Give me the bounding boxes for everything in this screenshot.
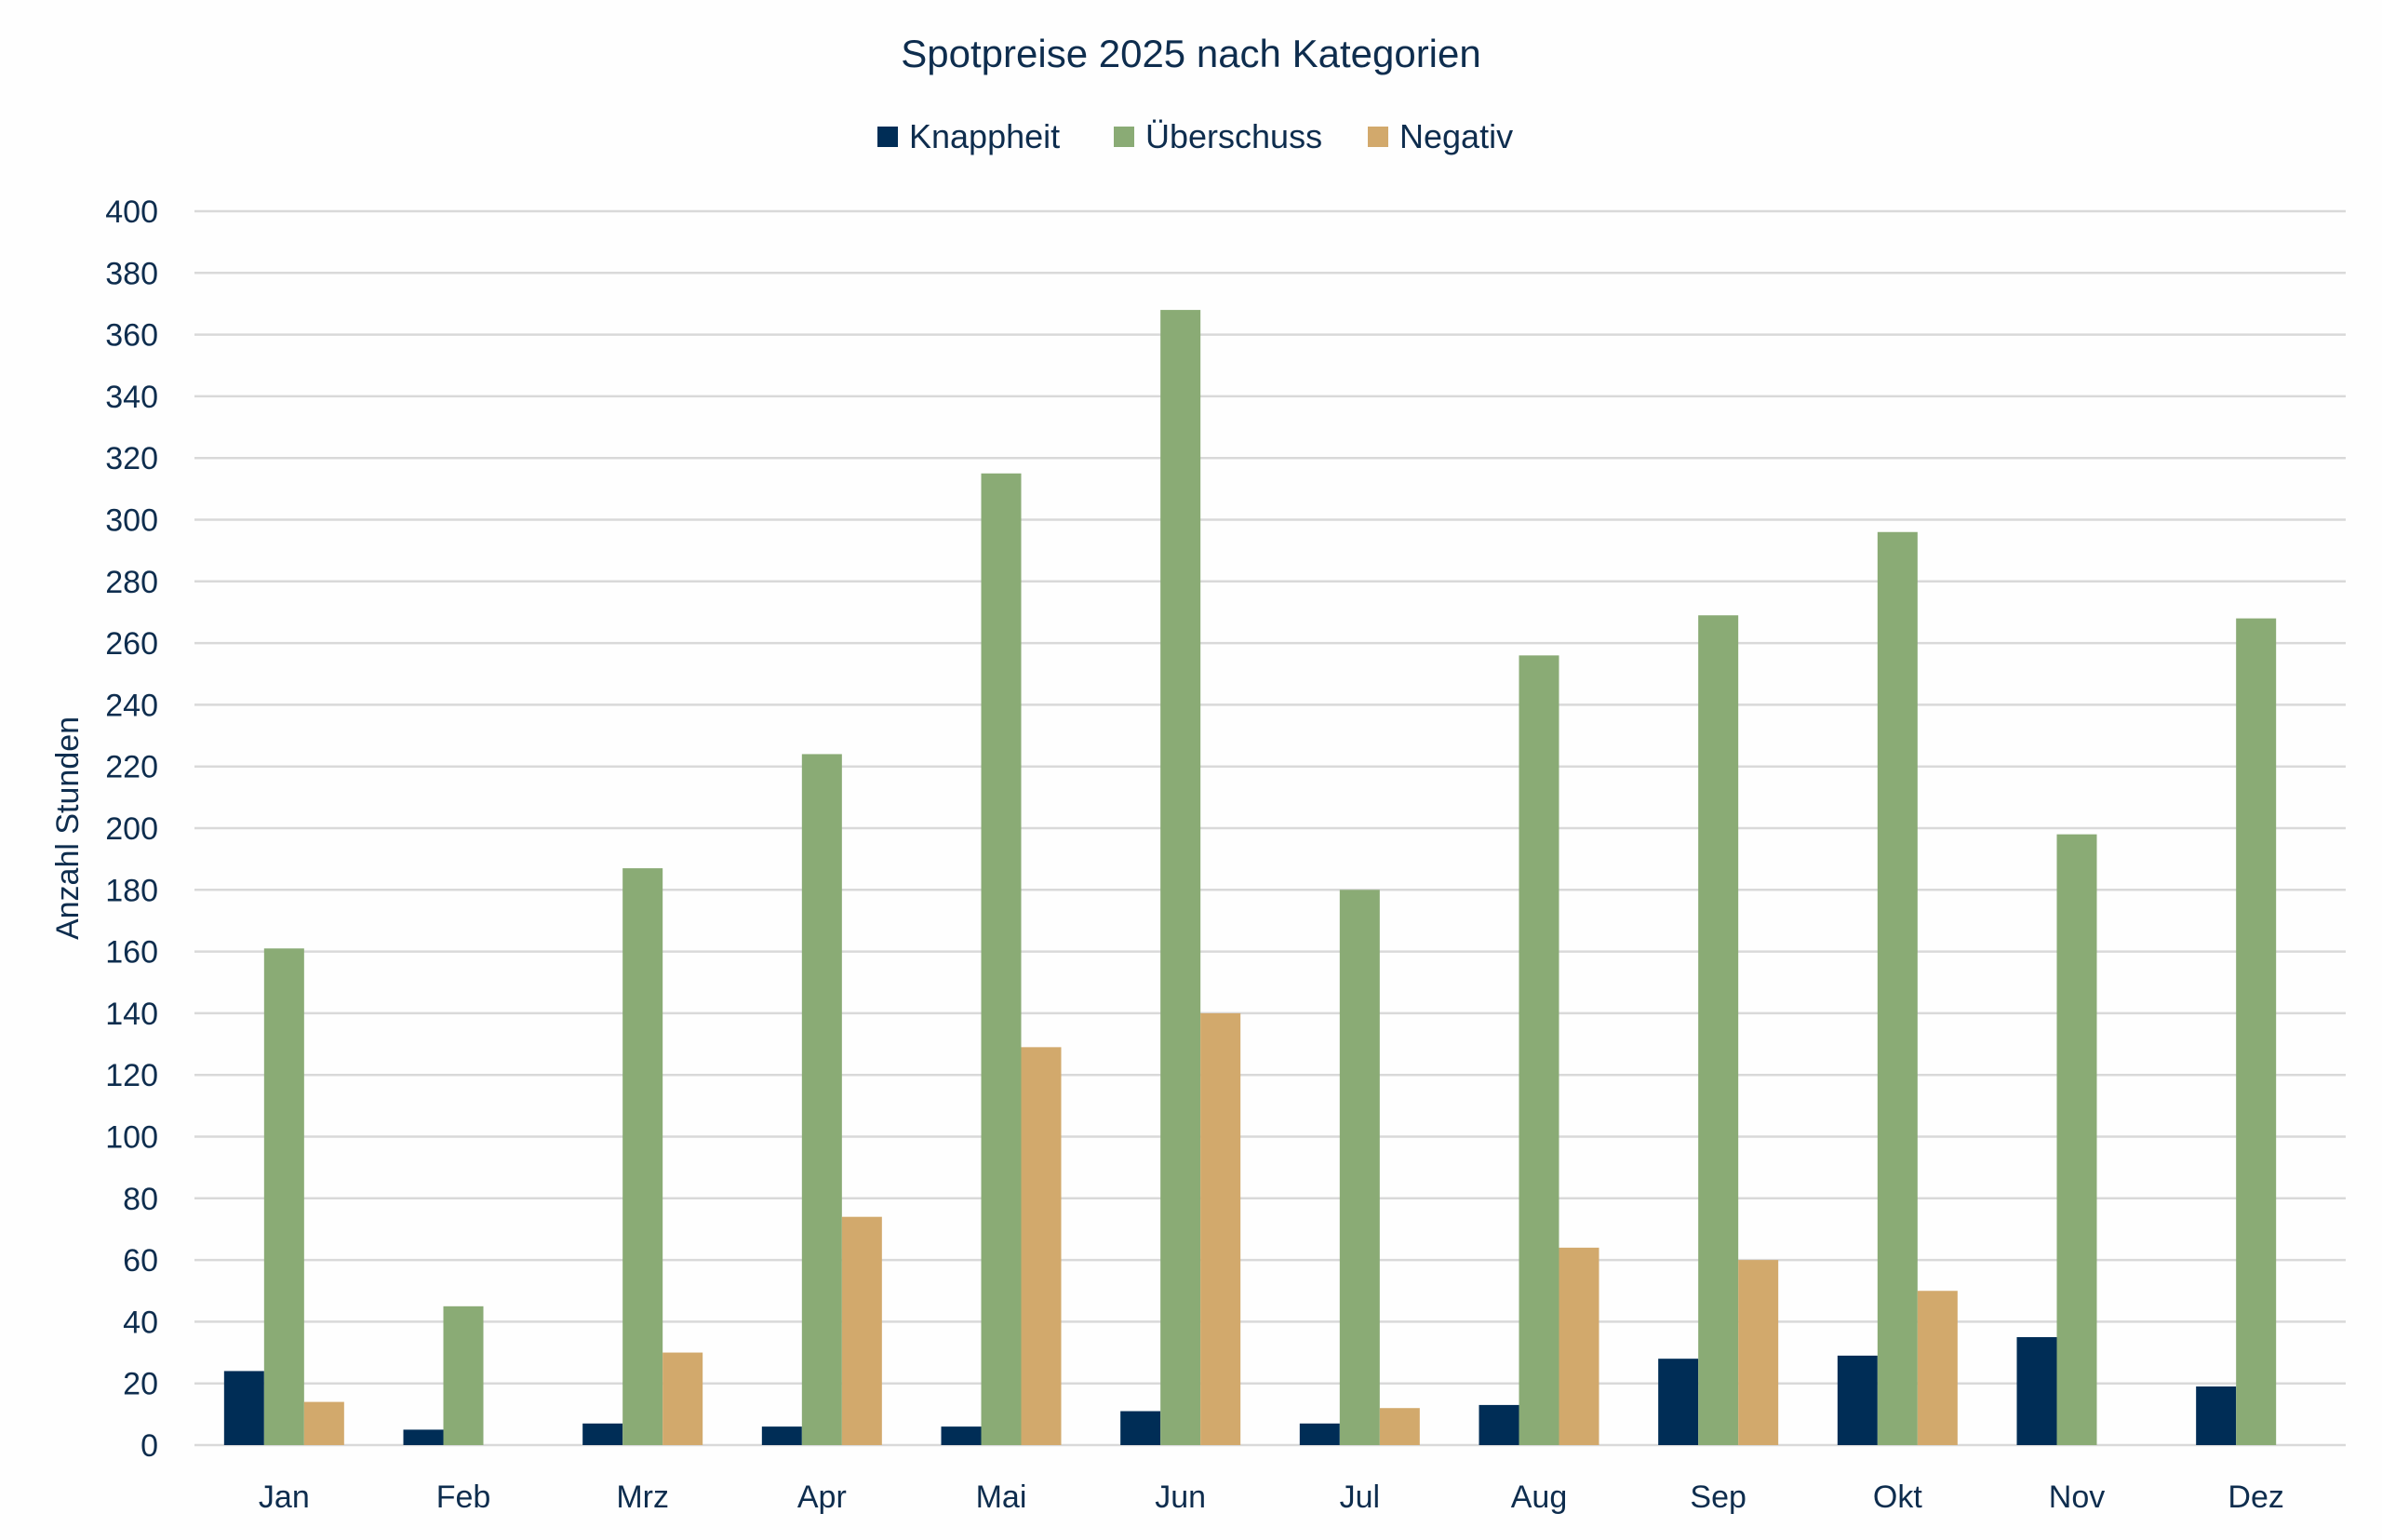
bar-knappheit-apr <box>761 1426 802 1445</box>
bar-überschuss-sep <box>1698 615 1739 1445</box>
legend: Knappheit Überschuss Negativ <box>877 117 1513 155</box>
x-tick-label: Jan <box>259 1480 310 1515</box>
x-axis-ticks: Jan Feb Mrz Apr Mai Jun Jul Aug Sep Okt Nov Dez <box>259 1480 2284 1515</box>
y-tick-label: 260 <box>105 626 158 662</box>
y-tick-label: 380 <box>105 256 158 291</box>
bar-knappheit-jul <box>1299 1423 1340 1445</box>
legend-label: Überschuss <box>1145 117 1322 155</box>
chart-title: Spotpreise 2025 nach Kategorien <box>901 32 1480 75</box>
x-tick-label: Dez <box>2228 1480 2283 1515</box>
y-tick-label: 340 <box>105 380 158 415</box>
x-tick-label: Mai <box>976 1480 1027 1515</box>
y-tick-label: 100 <box>105 1120 158 1156</box>
bar-knappheit-aug <box>1479 1404 1519 1445</box>
bar-überschuss-jul <box>1339 890 1380 1445</box>
bar-knappheit-jun <box>1120 1411 1161 1445</box>
y-tick-label: 400 <box>105 194 158 230</box>
y-tick-label: 180 <box>105 873 158 908</box>
bar-knappheit-okt <box>1837 1355 1878 1445</box>
y-tick-label: 280 <box>105 565 158 600</box>
x-tick-label: Feb <box>436 1480 491 1515</box>
x-tick-label: Nov <box>2049 1480 2105 1515</box>
bars <box>223 310 2277 1446</box>
y-axis-label: Anzahl Stunden <box>50 716 86 940</box>
y-tick-label: 360 <box>105 318 158 354</box>
y-tick-label: 240 <box>105 688 158 723</box>
y-tick-label: 80 <box>123 1182 158 1217</box>
bar-knappheit-sep <box>1658 1359 1699 1445</box>
x-tick-label: Mrz <box>616 1480 669 1515</box>
x-tick-label: Aug <box>1511 1480 1568 1515</box>
y-tick-label: 300 <box>105 503 158 539</box>
bar-negativ-okt <box>1917 1291 1958 1445</box>
bar-überschuss-feb <box>443 1306 484 1445</box>
x-tick-label: Jul <box>1340 1480 1380 1515</box>
y-tick-label: 320 <box>105 441 158 476</box>
y-tick-label: 20 <box>123 1367 158 1402</box>
bar-knappheit-dez <box>2196 1386 2237 1445</box>
y-tick-label: 160 <box>105 935 158 971</box>
x-tick-label: Jun <box>1155 1480 1206 1515</box>
y-tick-label: 220 <box>105 750 158 785</box>
bar-überschuss-dez <box>2236 618 2277 1445</box>
bar-überschuss-apr <box>801 754 842 1445</box>
bar-überschuss-mrz <box>622 868 663 1445</box>
bar-überschuss-okt <box>1877 531 1918 1445</box>
bar-knappheit-feb <box>403 1429 444 1445</box>
y-tick-label: 140 <box>105 997 158 1032</box>
bar-knappheit-mai <box>941 1426 982 1445</box>
bar-knappheit-nov <box>2016 1336 2057 1445</box>
y-tick-label: 120 <box>105 1058 158 1093</box>
x-tick-label: Apr <box>797 1480 847 1515</box>
bar-überschuss-mai <box>981 473 1022 1445</box>
bar-negativ-jan <box>303 1401 344 1445</box>
legend-label: Negativ <box>1399 117 1513 155</box>
bar-knappheit-mrz <box>582 1423 623 1445</box>
x-tick-label: Sep <box>1690 1480 1746 1515</box>
gridlines <box>194 209 2346 1447</box>
legend-swatch <box>877 127 898 147</box>
bar-knappheit-jan <box>223 1371 264 1445</box>
bar-überschuss-jun <box>1160 310 1201 1446</box>
bar-negativ-sep <box>1738 1260 1779 1445</box>
legend-swatch <box>1114 127 1134 147</box>
legend-swatch <box>1368 127 1388 147</box>
y-tick-label: 0 <box>141 1428 158 1464</box>
bar-negativ-mrz <box>662 1352 703 1445</box>
bar-überschuss-jan <box>263 948 304 1445</box>
y-axis-ticks: 0 20 40 60 80 100 120 140 160 180 200 220 240 260 280 3… <box>105 194 158 1464</box>
bar-überschuss-nov <box>2056 834 2097 1445</box>
bar-negativ-apr <box>841 1216 882 1445</box>
x-tick-label: Okt <box>1873 1480 1922 1515</box>
bar-negativ-jun <box>1200 1012 1241 1445</box>
y-tick-label: 40 <box>123 1305 158 1340</box>
bar-negativ-aug <box>1559 1247 1599 1445</box>
bar-negativ-mai <box>1021 1047 1062 1445</box>
y-tick-label: 200 <box>105 811 158 847</box>
legend-label: Knappheit <box>909 117 1060 155</box>
bar-negativ-jul <box>1379 1408 1420 1445</box>
y-tick-label: 60 <box>123 1243 158 1279</box>
bar-überschuss-aug <box>1519 655 1559 1445</box>
